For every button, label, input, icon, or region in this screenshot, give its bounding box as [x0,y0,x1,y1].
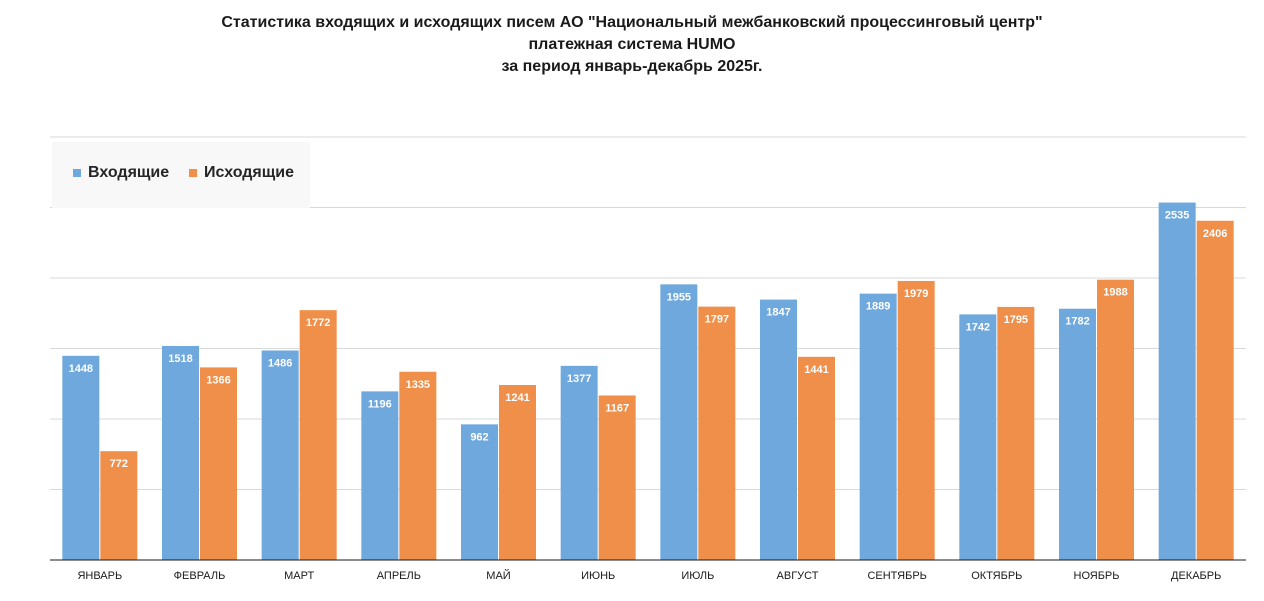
bar-outgoing [100,451,138,560]
chart-title: Статистика входящих и исходящих писем АО… [0,12,1264,78]
x-tick-label: ДЕКАБРЬ [1171,570,1221,582]
legend: Входящие Исходящие [52,142,310,208]
legend-swatch-outgoing [189,169,197,177]
data-label-outgoing: 1795 [1004,314,1028,326]
x-tick-label: АВГУСТ [777,570,819,582]
data-label-incoming: 1486 [268,357,292,369]
x-tick-label: ОКТЯБРЬ [971,570,1022,582]
data-label-incoming: 962 [470,431,488,443]
data-label-outgoing: 1988 [1103,287,1127,299]
data-label-incoming: 1377 [567,373,591,385]
data-label-incoming: 1196 [368,398,392,410]
bar-outgoing [798,356,835,560]
title-line-2: платежная система HUMO [528,36,736,53]
legend-item-incoming: Входящие [73,164,169,182]
data-label-outgoing: 1441 [804,364,828,376]
x-tick-label: ФЕВРАЛЬ [174,570,226,582]
data-label-incoming: 1889 [866,301,890,313]
bar-outgoing [1097,279,1134,560]
legend-label-outgoing: Исходящие [204,164,294,181]
bar-incoming [361,391,399,560]
bar-incoming [760,299,797,560]
legend-swatch-incoming [73,169,81,177]
data-label-incoming: 1448 [69,363,93,375]
data-label-incoming: 2535 [1165,210,1189,222]
bar-outgoing [897,280,935,560]
bar-incoming [162,345,199,560]
legend-label-incoming: Входящие [88,164,170,181]
data-label-outgoing: 1335 [406,379,430,391]
bar-incoming [1158,202,1196,560]
bar-outgoing [299,310,337,560]
bar-incoming [461,424,498,560]
x-tick-label: ИЮНЬ [581,570,615,582]
bar-outgoing [200,367,237,560]
data-label-outgoing: 1366 [206,374,230,386]
data-label-outgoing: 2406 [1203,228,1227,240]
bar-outgoing [698,306,736,560]
x-tick-label: ИЮЛЬ [681,570,714,582]
data-label-incoming: 1518 [168,353,192,365]
x-tick-label: ЯНВАРЬ [77,570,122,582]
data-label-outgoing: 1167 [605,402,629,414]
x-tick-label: АПРЕЛЬ [377,570,421,582]
data-label-incoming: 1742 [966,321,990,333]
bar-incoming [859,293,897,560]
title-line-1: Статистика входящих и исходящих писем АО… [221,14,1043,31]
bar-incoming [660,284,698,560]
bar-incoming [1059,308,1096,560]
bar-incoming [62,355,100,560]
x-tick-label: НОЯБРЬ [1074,570,1120,582]
data-label-incoming: 1847 [766,307,790,319]
bar-outgoing [997,306,1035,560]
bar-outgoing [399,371,437,560]
bar-incoming [959,314,997,560]
x-tick-label: СЕНТЯБРЬ [867,570,926,582]
data-label-outgoing: 772 [110,458,128,470]
x-tick-label: МАРТ [284,570,314,582]
data-label-incoming: 1955 [667,291,691,303]
bar-incoming [261,350,299,560]
data-label-incoming: 1782 [1065,316,1089,328]
data-label-outgoing: 1241 [505,392,529,404]
bar-outgoing [1196,220,1234,560]
bar-outgoing [499,385,536,560]
title-line-3: за период январь-декабрь 2025г. [501,58,763,75]
bar-incoming [560,365,598,560]
legend-item-outgoing: Исходящие [189,164,294,182]
data-label-outgoing: 1797 [705,314,729,326]
x-tick-label: МАЙ [486,569,510,582]
data-label-outgoing: 1772 [306,317,330,329]
data-label-outgoing: 1979 [904,288,928,300]
bar-outgoing [598,395,636,560]
